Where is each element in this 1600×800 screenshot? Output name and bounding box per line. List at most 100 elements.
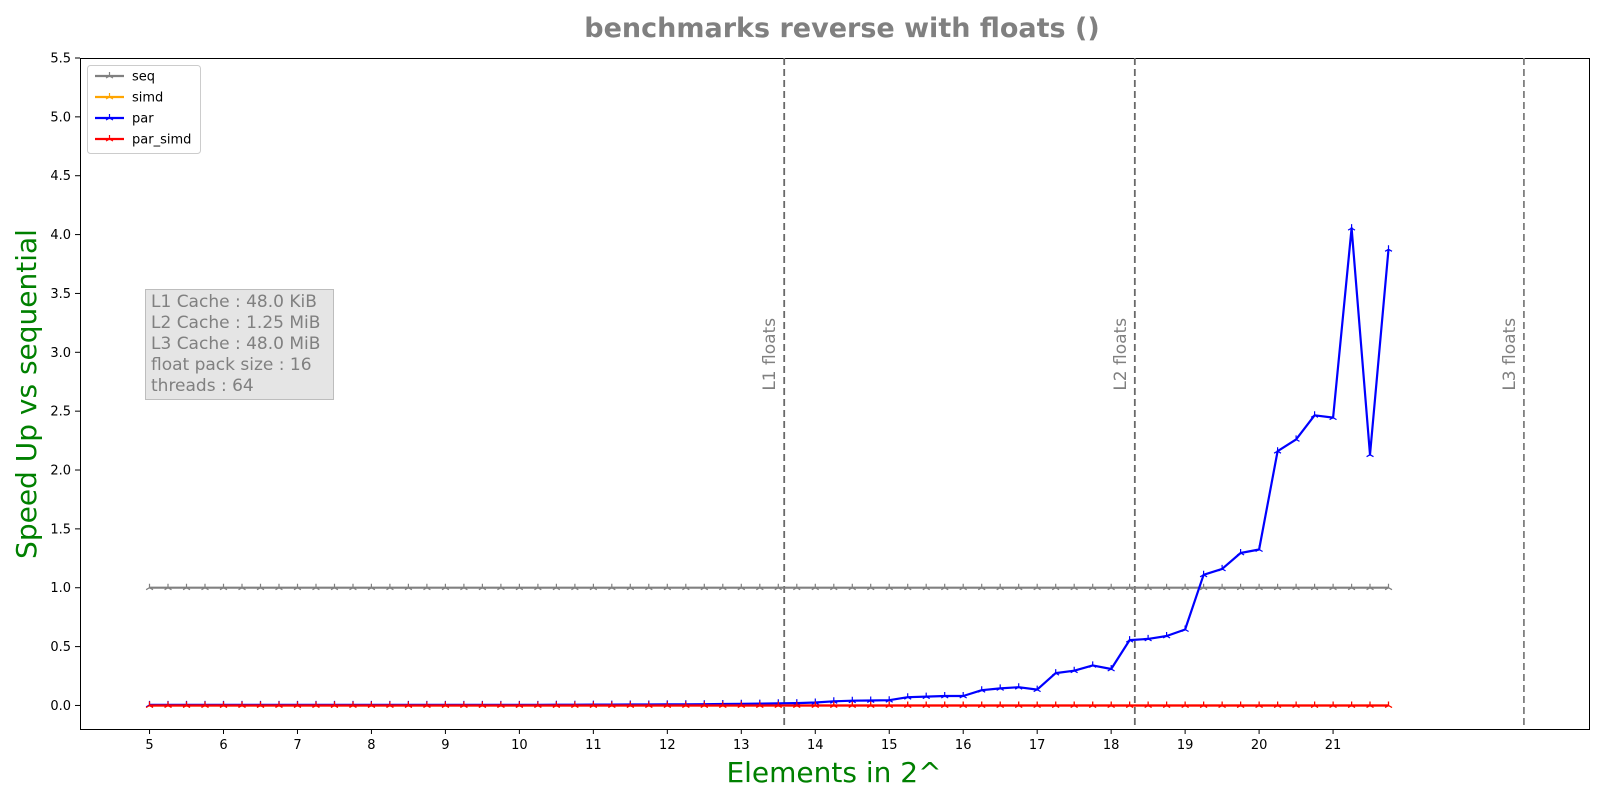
data-point-seq xyxy=(977,583,986,591)
data-point-par_simd xyxy=(1125,701,1134,709)
data-point-par_simd xyxy=(589,701,598,709)
data-point-par_simd xyxy=(404,701,413,709)
data-point-par_simd xyxy=(1144,701,1152,709)
data-point-seq xyxy=(811,583,820,591)
y-tick-label: 5.5 xyxy=(50,52,71,67)
y-tick-label: 3.5 xyxy=(50,287,71,302)
data-point-par xyxy=(959,692,967,699)
data-point-par_simd xyxy=(663,701,672,709)
x-tick-label: 6 xyxy=(219,738,227,753)
data-point-seq xyxy=(1329,583,1337,591)
data-point-par_simd xyxy=(164,701,172,709)
data-point-seq xyxy=(1255,583,1263,591)
data-point-seq xyxy=(959,583,967,591)
data-point-par xyxy=(1236,549,1245,556)
data-point-seq xyxy=(1310,583,1319,591)
data-point-par_simd xyxy=(1051,701,1060,709)
data-point-seq xyxy=(645,583,653,591)
data-point-seq xyxy=(756,583,764,591)
data-point-par_simd xyxy=(1218,701,1226,709)
data-point-seq xyxy=(608,583,616,591)
data-point-par_simd xyxy=(682,701,690,709)
data-point-par xyxy=(866,696,875,704)
data-point-par_simd xyxy=(219,701,228,709)
data-point-seq xyxy=(460,583,468,591)
data-point-par_simd xyxy=(866,701,875,709)
data-point-par_simd xyxy=(700,701,709,709)
data-point-par_simd xyxy=(996,701,1004,709)
data-point-seq xyxy=(1162,583,1171,591)
data-point-par_simd xyxy=(275,701,283,709)
info-line-l1: L1 Cache : 48.0 KiB xyxy=(151,292,317,312)
x-tick-label: 12 xyxy=(659,738,676,753)
data-point-seq xyxy=(1033,583,1041,591)
data-point-seq xyxy=(737,583,746,591)
data-point-par_simd xyxy=(1347,701,1356,709)
legend-marker xyxy=(105,93,114,100)
data-point-seq xyxy=(497,583,505,591)
data-point-par_simd xyxy=(330,701,339,709)
data-point-par xyxy=(996,684,1004,691)
data-point-par_simd xyxy=(367,701,376,709)
data-point-par_simd xyxy=(903,701,912,709)
data-point-par xyxy=(848,696,857,704)
data-point-seq xyxy=(830,583,838,591)
series-line-par xyxy=(149,227,1390,707)
data-point-seq xyxy=(1292,583,1300,591)
data-point-par xyxy=(1051,669,1060,676)
info-line-l2: L2 Cache : 1.25 MiB xyxy=(151,313,321,333)
x-axis-ticks: 5 6 7 8 9 10 11 12 13 14 15 16 17 18 19 20 21 xyxy=(145,729,1341,753)
y-tick-label: 5.0 xyxy=(50,110,71,125)
data-point-par xyxy=(1144,634,1152,642)
data-point-seq xyxy=(866,583,875,591)
y-tick-label: 0.0 xyxy=(50,699,71,714)
data-point-seq xyxy=(848,583,857,591)
data-point-seq xyxy=(774,583,783,591)
data-point-par xyxy=(903,693,912,700)
data-point-seq xyxy=(201,583,209,591)
x-tick-label: 10 xyxy=(511,738,528,753)
info-line-pack: float pack size : 16 xyxy=(151,355,312,375)
data-point-par_simd xyxy=(534,701,542,709)
data-point-par_simd xyxy=(959,701,967,709)
data-point-seq xyxy=(1014,583,1023,591)
data-point-par xyxy=(1033,685,1041,693)
y-tick-label: 1.0 xyxy=(50,581,71,596)
data-point-seq xyxy=(293,583,302,591)
data-point-par_simd xyxy=(645,701,653,709)
data-point-par xyxy=(1218,564,1226,572)
data-point-par_simd xyxy=(182,701,191,709)
data-point-seq xyxy=(312,583,320,591)
info-line-threads: threads : 64 xyxy=(151,376,254,396)
data-point-seq xyxy=(164,583,172,591)
y-axis-ticks: 0.0 0.5 1.0 1.5 2.0 2.5 3.0 3.5 4.0 4.5 5.0 5.5 xyxy=(50,52,80,714)
data-point-seq xyxy=(256,583,265,591)
data-point-seq xyxy=(1107,583,1115,591)
data-point-par xyxy=(1088,661,1097,668)
data-point-par_simd xyxy=(922,701,930,709)
data-point-par_simd xyxy=(1181,701,1189,709)
cache-line-label: L2 floats xyxy=(1111,318,1131,391)
x-tick-label: 15 xyxy=(881,738,898,753)
data-point-seq xyxy=(663,583,672,591)
data-point-par xyxy=(1329,413,1337,421)
legend-marker xyxy=(105,135,114,142)
data-point-seq xyxy=(996,583,1004,591)
data-point-seq xyxy=(441,583,450,591)
data-point-par_simd xyxy=(497,701,505,709)
data-point-par_simd xyxy=(1310,701,1319,709)
x-axis-label: Elements in 2^ xyxy=(726,756,941,789)
data-point-seq xyxy=(404,583,413,591)
data-point-par xyxy=(1162,632,1171,639)
legend: seq simd par par_simd xyxy=(87,65,201,154)
data-point-par xyxy=(1292,435,1300,442)
data-point-seq xyxy=(1088,583,1097,591)
data-point-seq xyxy=(330,583,339,591)
data-point-seq xyxy=(182,583,191,591)
data-point-par_simd xyxy=(256,701,265,709)
cache-info-box: L1 Cache : 48.0 KiB L2 Cache : 1.25 MiB … xyxy=(145,289,334,400)
data-point-seq xyxy=(275,583,283,591)
plot-area xyxy=(80,58,1590,730)
data-point-seq xyxy=(885,583,893,591)
